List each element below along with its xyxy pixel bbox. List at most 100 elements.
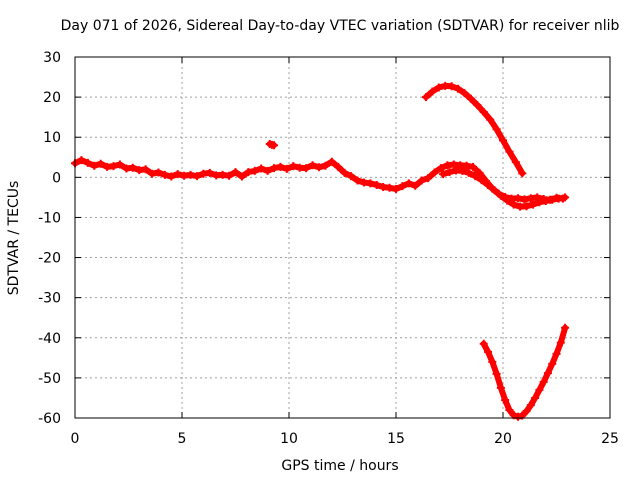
data-point [479, 339, 488, 348]
data-point [327, 157, 336, 166]
y-tick-label: -10 [38, 210, 61, 226]
data-point [479, 107, 488, 116]
data-point [270, 164, 279, 173]
data-point [276, 162, 285, 171]
grid [75, 57, 610, 418]
data-point [430, 168, 439, 177]
data-point [511, 158, 520, 167]
data-point [488, 357, 497, 366]
data-point [392, 184, 400, 193]
y-tick-label: -40 [38, 331, 61, 347]
series-lower-v [479, 323, 570, 421]
data-point [541, 196, 550, 205]
y-axis-label: SDTVAR / TECUs [6, 181, 22, 296]
data-point [499, 136, 507, 145]
y-tick-label: -60 [38, 411, 61, 427]
data-point [552, 349, 561, 358]
x-tick-label: 25 [601, 431, 619, 447]
data-point [192, 172, 201, 181]
axes: 0 5 10 15 20 25 30 20 10 0 -10 -20 -30 -40 -50 -60 [38, 50, 619, 447]
data-point [462, 161, 471, 170]
data-point [421, 93, 430, 102]
data-point [486, 115, 495, 124]
data-point [469, 162, 478, 171]
data-point [543, 369, 552, 378]
data-point [141, 165, 150, 174]
data-point [340, 168, 349, 177]
data-point [535, 385, 544, 394]
y-tick-label: 20 [43, 90, 61, 106]
data-point [289, 162, 298, 171]
data-point [353, 176, 362, 185]
data-point [83, 158, 92, 167]
data-point [501, 395, 510, 404]
data-point [321, 161, 330, 170]
x-tick-label: 5 [178, 431, 187, 447]
data-point [244, 168, 253, 177]
data-point [77, 156, 86, 165]
data-point [554, 194, 563, 203]
data-point [471, 172, 480, 181]
series-mid-lower-band [439, 166, 570, 211]
data-point [237, 172, 246, 181]
data-point [454, 84, 463, 93]
data-point [484, 347, 493, 356]
data-point [424, 174, 433, 183]
data-point [263, 166, 272, 175]
data-point [473, 101, 482, 110]
x-tick-label: 15 [387, 431, 405, 447]
data-point [250, 166, 259, 175]
data-point [308, 161, 317, 170]
data-point [270, 141, 279, 150]
data-point [282, 164, 291, 173]
data-point [445, 168, 454, 177]
data-point [160, 170, 169, 179]
data-point [528, 200, 537, 209]
data-point [492, 369, 501, 378]
data-point [526, 401, 535, 410]
data-point [484, 180, 493, 189]
data-point [436, 164, 445, 173]
data-point [458, 166, 467, 175]
data-point [477, 176, 486, 185]
data-point [302, 164, 311, 173]
data-point [464, 168, 473, 177]
data-point [167, 172, 176, 181]
data-point [522, 407, 531, 416]
data-point [314, 163, 323, 172]
x-axis-label: GPS time / hours [281, 458, 398, 474]
data-point [520, 195, 529, 204]
data-point [466, 94, 475, 103]
chart-title: Day 071 of 2026, Sidereal Day-to-day VTE… [61, 18, 620, 34]
data-point [115, 160, 124, 169]
data-point [154, 168, 163, 177]
data-point [96, 159, 105, 168]
data-point [411, 181, 420, 190]
data-point [231, 168, 240, 177]
data-point [428, 87, 437, 96]
data-point [334, 162, 343, 171]
data-point [548, 195, 557, 204]
data-point [556, 338, 565, 347]
series-small-segment [265, 140, 279, 150]
y-tick-label: 10 [43, 130, 61, 146]
data-point [535, 198, 544, 207]
data-point [531, 393, 540, 402]
data-point [398, 182, 407, 191]
data-point [439, 170, 448, 179]
data-point [539, 377, 548, 386]
data-point [490, 186, 499, 195]
data-point [496, 191, 505, 200]
data-point [513, 412, 522, 421]
data-point [347, 172, 356, 181]
data-point [509, 200, 518, 209]
x-tick-label: 10 [280, 431, 298, 447]
x-tick-label: 20 [494, 431, 512, 447]
series-main-band [71, 156, 567, 204]
y-tick-label: -50 [38, 371, 61, 387]
data-point [417, 176, 426, 185]
y-tick-label: 30 [43, 50, 61, 66]
data-point [492, 125, 501, 134]
x-tick-label: 0 [71, 431, 80, 447]
